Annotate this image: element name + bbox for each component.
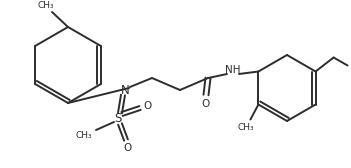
Text: N: N: [121, 83, 130, 96]
Text: CH₃: CH₃: [76, 132, 92, 140]
Text: O: O: [143, 101, 151, 111]
Text: O: O: [124, 143, 132, 153]
Text: NH: NH: [225, 65, 241, 75]
Text: CH₃: CH₃: [38, 1, 54, 10]
Text: CH₃: CH₃: [237, 123, 254, 132]
Text: S: S: [114, 112, 122, 124]
Text: O: O: [202, 99, 210, 109]
